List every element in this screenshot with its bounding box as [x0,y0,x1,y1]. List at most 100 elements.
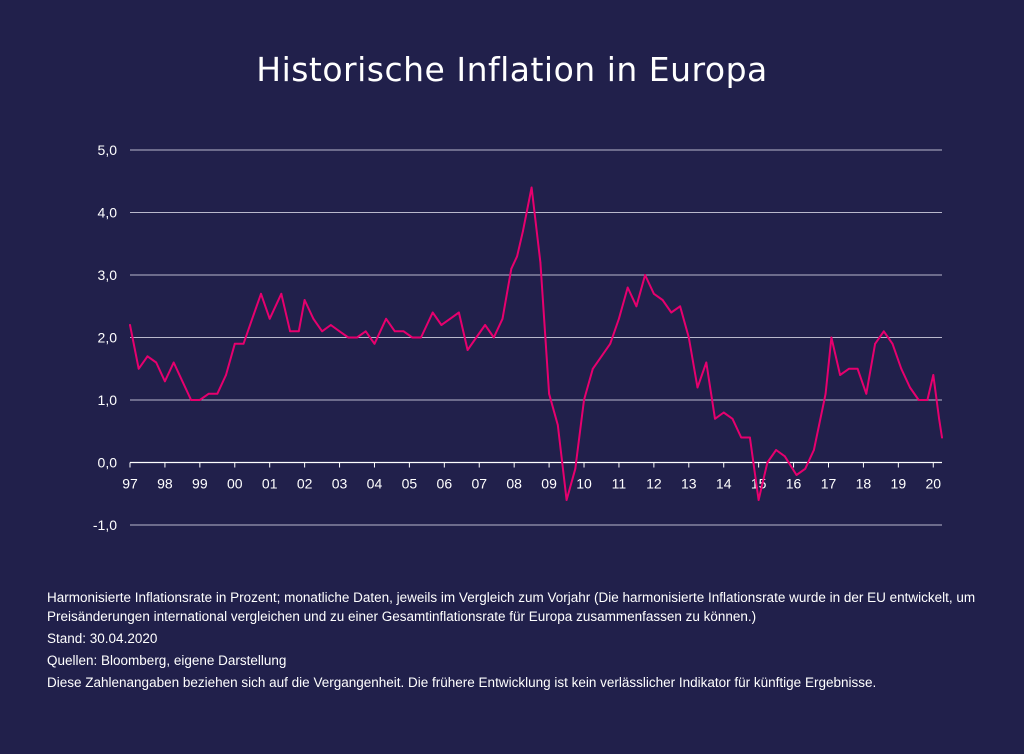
data-point [347,336,350,339]
data-point [373,342,376,345]
data-point [280,292,283,295]
data-point [393,330,396,333]
data-point [466,349,469,351]
data-point [155,361,158,364]
data-point [321,330,323,333]
data-point [539,261,542,264]
data-point [882,330,885,333]
x-axis: 97 98 99 00 01 02 03 04 05 06 07 08 09 10 11 12 13 14 15 16… [122,461,942,492]
x-tick-label: 09 [541,476,557,492]
data-point [609,342,612,345]
data-point [865,392,868,395]
x-tick-label: 97 [122,476,138,492]
data-point [137,367,140,370]
x-tick-label: 20 [925,476,941,492]
data-point [926,399,929,401]
data-point [548,392,550,395]
data-point [329,324,332,326]
x-tick-label: 01 [262,476,278,492]
x-tick-label: 08 [506,476,522,492]
data-point [242,342,245,345]
x-tick-label: 18 [856,476,872,492]
x-tick-label: 14 [716,476,732,492]
data-point [530,186,533,189]
data-point [440,324,443,326]
data-point [591,367,594,370]
data-point [600,355,603,358]
data-point [233,342,236,345]
data-point [510,267,513,270]
footnote-description: Harmonisierte Inflationsrate in Prozent;… [47,590,976,624]
data-point [679,305,681,308]
data-point [522,230,524,233]
data-point [565,499,568,501]
data-point [618,317,620,320]
data-point [938,417,940,420]
data-point [891,342,894,345]
data-point [740,436,743,439]
data-point [475,336,478,339]
footnote-disclaimer: Diese Zahlenangaben beziehen sich auf di… [47,675,877,690]
x-tick-label: 07 [471,476,487,492]
x-tick-label: 99 [192,476,208,492]
data-point [783,455,786,458]
x-tick-label: 05 [402,476,418,492]
data-point [731,417,734,420]
x-tick-label: 98 [157,476,173,492]
x-tick-label: 10 [576,476,592,492]
data-point [129,324,131,326]
data-point [297,330,300,333]
data-point [909,386,911,389]
data-point [941,436,943,439]
x-tick-label: 12 [646,476,662,492]
data-point [303,299,306,301]
data-point [431,311,434,314]
y-tick-label: 1,0 [98,392,118,408]
x-tick-label: 03 [332,476,348,492]
x-tick-label: 16 [786,476,802,492]
data-point [635,305,638,308]
data-point [516,255,518,258]
data-point [216,392,219,395]
data-point [338,330,341,333]
y-tick-label: 2,0 [98,330,118,346]
data-point [670,311,673,314]
data-point [932,374,935,376]
data-point [312,317,315,320]
x-tick-label: 19 [891,476,907,492]
data-point [146,355,149,358]
data-point [457,311,460,314]
data-point [268,317,271,320]
data-point [714,417,716,420]
data-point [583,399,585,401]
x-tick-label: 17 [821,476,837,492]
data-point [722,411,725,414]
data-point [900,367,903,370]
data-point [705,361,708,364]
data-point [225,374,227,376]
data-point [364,330,367,333]
data-point [260,292,262,295]
data-point [830,336,833,339]
data-point [813,449,815,451]
data-point [749,436,751,439]
data-point [874,342,876,345]
data-point [556,424,559,426]
footnote-date: Stand: 30.04.2020 [47,631,158,646]
y-tick-label: 3,0 [98,267,118,283]
data-point [795,474,798,476]
x-tick-label: 13 [681,476,697,492]
data-point [917,399,920,401]
data-point [775,449,778,451]
data-point [289,330,291,333]
x-tick-label: 00 [227,476,243,492]
y-axis-ticks: 5,0 4,0 3,0 2,0 1,0 0,0 -1,0 [93,142,117,533]
data-point [804,467,807,470]
chart-title: Historische Inflation in Europa [256,50,768,89]
data-point [198,399,201,401]
data-point [356,336,358,339]
data-point [574,467,577,470]
data-point [484,324,486,326]
data-point [172,361,175,364]
data-point [687,336,690,339]
